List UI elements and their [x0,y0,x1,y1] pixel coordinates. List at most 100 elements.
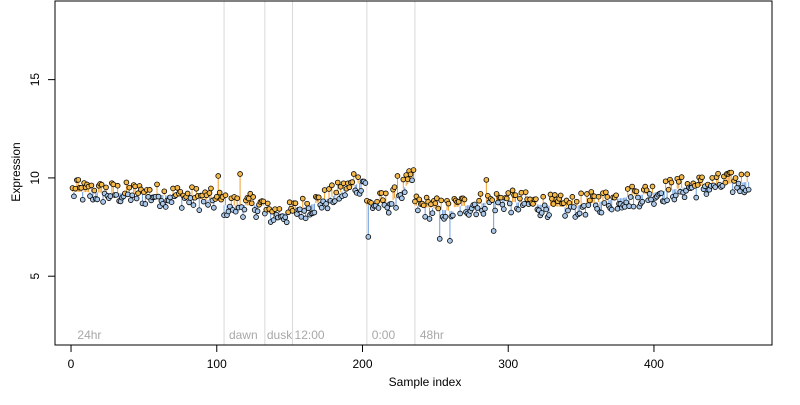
data-point [401,189,408,195]
data-point [699,174,705,181]
data-point [601,200,608,206]
data-point [292,200,299,207]
data-point [543,206,549,213]
data-point [508,209,514,216]
annotation-label: 12:00 [295,328,325,342]
data-point [715,170,721,177]
data-point [329,182,335,189]
data-point [123,179,130,186]
data-point [434,195,440,201]
data-point [260,198,267,205]
data-point [282,214,289,221]
data-point [380,197,386,203]
separator-lines [223,1,416,345]
data-point [283,219,290,226]
data-point [585,202,592,208]
data-point [248,200,255,207]
annotation-label: 0:00 [372,328,396,342]
data-point [552,192,558,198]
data-point [276,206,283,212]
annotation-label: 48hr [420,328,444,342]
data-point [374,198,380,205]
data-point [474,205,481,211]
data-point [304,200,310,207]
data-point [324,205,331,212]
data-point [630,203,637,210]
data-point [635,194,641,201]
data-point [135,190,141,196]
data-point [643,187,650,194]
data-point [216,189,223,196]
data-point [215,173,222,179]
x-tick-label: 300 [498,357,518,371]
data-point [658,190,665,196]
data-point [587,197,593,204]
data-point [91,187,98,194]
y-tick-label: 15 [28,73,42,87]
data-point [436,236,443,242]
annotation-label: dawn [229,328,258,342]
data-point [129,192,136,199]
x-tick-label: 0 [68,357,75,371]
data-point [142,201,149,207]
data-point [665,186,672,193]
y-axis-label: Expression [9,142,23,201]
data-point [745,186,752,193]
data-point [362,180,369,186]
data-point [505,190,512,196]
data-point [407,171,414,178]
data-point [473,211,479,218]
data-point [384,204,391,211]
data-point [205,202,211,208]
data-point [442,213,449,220]
data-point [318,204,325,211]
data-point [178,205,185,211]
data-point [71,193,77,200]
data-point [133,195,140,202]
data-point [493,191,500,197]
data-point [162,204,169,210]
data-point [576,210,583,217]
data-point [410,167,417,173]
data-point [222,192,229,198]
x-tick-label: 200 [352,357,372,371]
data-point [154,181,160,188]
data-point [126,184,133,191]
data-point [533,196,539,202]
data-point [350,171,357,177]
data-point [471,201,478,208]
data-point [604,194,611,200]
data-point [490,228,497,234]
data-point [358,187,364,194]
data-point [385,209,392,216]
data-point [540,193,547,200]
y-axis: 5 10 15 [28,73,56,280]
data-point [420,202,427,209]
data-point [193,185,200,192]
data-point [113,192,120,198]
data-point [712,184,718,190]
data-point [241,206,248,213]
data-point [728,169,734,176]
data-point [190,202,197,208]
annotation-label: dusk [267,328,293,342]
data-point [627,194,634,200]
data-point [237,171,243,177]
data-point [482,205,488,212]
data-point [573,198,580,205]
data-point [668,179,675,186]
data-point [435,205,442,212]
data-point [426,216,433,222]
data-point [174,185,181,191]
data-point [738,171,745,178]
data-point [299,195,306,202]
data-point [562,213,568,219]
data-point [483,177,490,183]
data-point [550,201,557,207]
data-point [100,199,106,205]
data-point [155,193,162,200]
x-tick-label: 100 [207,357,227,371]
data-point [213,193,220,200]
data-point [450,212,456,219]
